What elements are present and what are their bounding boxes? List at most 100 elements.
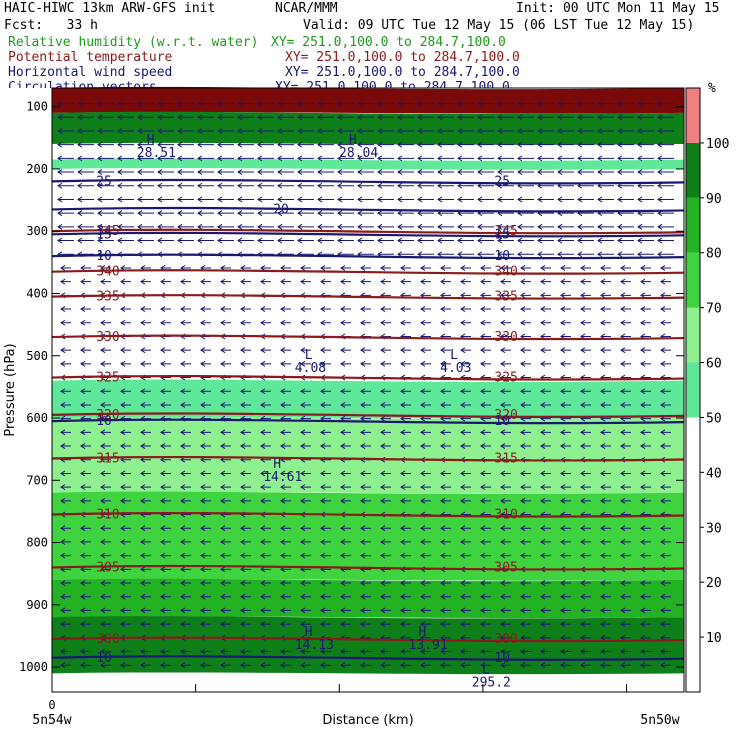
vector-arrow-1063 <box>240 566 251 573</box>
vector-arrow-421 <box>420 278 431 285</box>
vector-arrow-42 <box>277 114 294 121</box>
vector-arrow-728 <box>360 415 371 422</box>
colorbar: 10 20 30 40 50 60 70 80 90 100% <box>685 81 729 693</box>
vector-arrow-190 <box>137 182 154 189</box>
vector-arrow-581 <box>520 347 531 354</box>
theta-contour-label-2-1: 335 <box>494 290 517 305</box>
vector-arrow-178 <box>517 169 534 175</box>
vector-arrow-923 <box>540 497 551 504</box>
vector-arrow-495 <box>660 306 671 312</box>
vector-arrow-408 <box>160 278 171 285</box>
vector-arrow-292 <box>317 223 334 230</box>
vector-arrow-1270 <box>660 648 671 655</box>
vector-arrow-99 <box>177 141 194 148</box>
vector-arrow-1174 <box>600 607 611 614</box>
vector-arrow-886 <box>420 484 431 491</box>
vector-arrow-189 <box>117 182 134 189</box>
vector-arrow-64 <box>97 128 114 134</box>
vector-arrow-219 <box>97 196 114 203</box>
vector-arrow-795 <box>460 443 471 449</box>
vector-arrow-1199 <box>480 621 491 628</box>
vector-arrow-1264 <box>540 648 551 655</box>
colorbar-band-3 <box>686 252 700 308</box>
vector-arrow-1130 <box>340 593 351 600</box>
vector-arrow-1292 <box>480 662 491 669</box>
vector-arrow-903 <box>140 497 151 504</box>
vector-arrow-30 <box>657 100 674 107</box>
vector-arrow-305 <box>577 223 594 230</box>
theta-contour-line-3 <box>51 334 685 341</box>
vector-arrow-84 <box>497 128 514 134</box>
vector-arrow-159 <box>137 169 154 175</box>
vector-arrow-194 <box>217 182 234 189</box>
wind-contour-label-2-1: 15 <box>494 227 510 242</box>
vector-arrow-8 <box>217 100 234 107</box>
vector-arrow-140 <box>377 155 394 162</box>
vector-arrow-675 <box>540 388 551 395</box>
vector-arrow-334 <box>537 237 554 244</box>
vector-arrow-488 <box>520 306 531 312</box>
vector-arrow-31 <box>57 114 74 121</box>
vector-arrow-302 <box>517 223 534 230</box>
vector-arrow-651 <box>60 388 71 395</box>
vector-arrow-1198 <box>460 621 471 628</box>
vector-arrow-141 <box>397 155 414 162</box>
vector-arrow-1011 <box>440 539 451 545</box>
vector-arrow-526 <box>660 319 671 326</box>
wind-speed-contours: 25 25 20 15 15 10 10 10 10 10 10 <box>51 174 685 666</box>
theta-contour-label-8-0: 305 <box>96 560 119 575</box>
vector-arrow-1024 <box>80 552 91 559</box>
vector-arrow-1119 <box>120 593 131 600</box>
theta-contour-label-9-1: 300 <box>494 632 517 647</box>
vector-arrow-1186 <box>220 621 231 628</box>
vector-arrow-181 <box>577 169 594 175</box>
forecast-hour: Fcst: 33 h <box>4 18 98 33</box>
vector-arrow-998 <box>180 539 191 545</box>
vector-arrow-842 <box>160 470 171 477</box>
vector-arrow-1300 <box>640 662 651 669</box>
vector-arrow-1187 <box>240 621 251 628</box>
vector-arrow-1125 <box>240 593 251 600</box>
vector-arrow-1164 <box>400 607 411 614</box>
vector-arrow-1295 <box>540 662 551 669</box>
vector-arrow-663 <box>300 388 311 395</box>
vector-arrow-1027 <box>140 552 151 559</box>
rh-layer-3 <box>52 158 684 170</box>
vector-arrow-1272 <box>80 662 91 669</box>
vector-arrow-262 <box>337 210 354 217</box>
vector-arrow-310 <box>57 237 74 244</box>
vector-arrow-973 <box>300 525 311 532</box>
x-tick-label-zero: 0 <box>48 698 55 712</box>
vector-arrow-572 <box>340 347 351 354</box>
vector-arrow-247 <box>657 196 674 203</box>
vector-arrow-279 <box>57 223 74 230</box>
vector-arrow-367 <box>577 251 594 258</box>
vector-arrow-506 <box>260 319 271 326</box>
vector-arrow-199 <box>317 182 334 189</box>
vector-arrow-382 <box>260 265 271 271</box>
vector-arrow-1029 <box>180 552 191 559</box>
wind-contour-label-4-1: 10 <box>494 414 510 429</box>
vector-arrow-890 <box>500 484 511 491</box>
vector-arrow-186 <box>57 182 74 189</box>
vector-arrow-1247 <box>200 648 211 655</box>
vector-arrow-498 <box>100 319 111 326</box>
vector-arrow-137 <box>317 155 334 162</box>
vector-arrow-563 <box>160 347 171 354</box>
vector-arrow-1279 <box>220 662 231 669</box>
vector-arrow-612 <box>520 360 531 367</box>
vector-arrow-1301 <box>660 662 671 669</box>
vector-arrow-574 <box>380 347 391 354</box>
vector-arrow-852 <box>360 470 371 477</box>
vector-arrow-1172 <box>560 607 571 614</box>
valid-time: Valid: 09 UTC Tue 12 May 15 (06 LST Tue … <box>303 18 695 33</box>
vector-arrow-1030 <box>200 552 211 559</box>
vector-arrow-1161 <box>340 607 351 614</box>
vector-arrow-1267 <box>600 648 611 655</box>
vector-arrow-330 <box>457 237 474 244</box>
vector-arrow-509 <box>320 319 331 326</box>
vector-arrow-1100 <box>360 580 371 586</box>
vector-arrow-587 <box>640 347 651 354</box>
vector-arrow-359 <box>417 251 434 258</box>
vector-arrow-989 <box>620 525 631 532</box>
